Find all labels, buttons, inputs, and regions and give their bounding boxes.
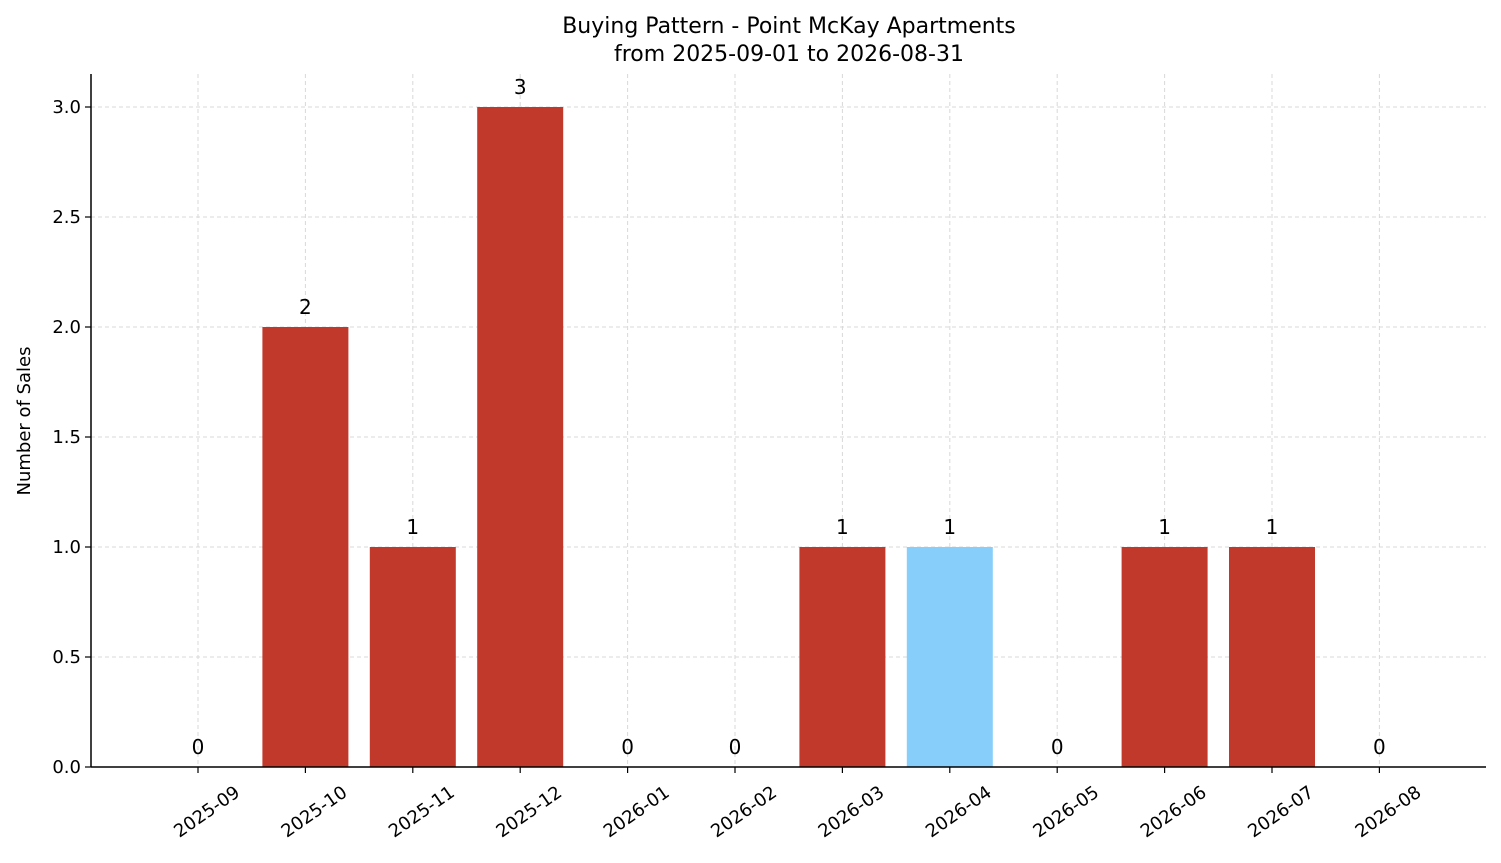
y-tick-label: 1.0 [52,537,81,558]
bar-value-label: 0 [1373,735,1386,759]
x-tick-label: 2026-08 [1352,782,1426,842]
bar-value-label: 1 [1266,515,1279,539]
bar-value-label: 1 [943,515,956,539]
bar-value-label: 2 [299,295,312,319]
bars [262,107,1315,767]
x-tick-label: 2025-12 [492,782,566,842]
x-tick-label: 2026-06 [1137,782,1211,842]
bar-2026-04 [906,547,993,767]
bar-2026-06 [1121,547,1208,767]
y-tick-label: 2.0 [52,317,81,338]
x-tick-label: 2026-01 [600,782,674,842]
y-axis: 0.0 0.5 1.0 1.5 2.0 2.5 3.0 [52,97,91,778]
x-axis: 2025-09 2025-10 2025-11 2025-12 2026-01 2026-… [170,767,1425,842]
bar-value-label: 1 [406,515,419,539]
y-tick-label: 3.0 [52,97,81,118]
bar-value-label: 0 [1051,735,1064,759]
bar-2025-11 [369,547,456,767]
chart-title: Buying Pattern - Point McKay Apartments [562,14,1016,39]
bar-2026-07 [1229,547,1315,767]
x-tick-label: 2025-09 [170,782,244,842]
bar-value-label: 1 [836,515,849,539]
x-tick-label: 2026-04 [922,782,996,842]
bar-value-labels: 0 2 1 3 0 0 1 1 0 1 1 0 [192,75,1386,759]
bar-value-label: 1 [1158,515,1171,539]
x-tick-label: 2026-03 [815,782,889,842]
y-axis-label: Number of Sales [14,346,35,495]
bar-2025-12 [477,107,564,767]
y-tick-label: 0.5 [52,647,81,668]
bar-value-label: 3 [514,75,527,99]
x-tick-label: 2026-07 [1244,782,1318,842]
y-tick-label: 1.5 [52,427,81,448]
chart-subtitle: from 2025-09-01 to 2026-08-31 [614,42,964,67]
bar-value-label: 0 [621,735,634,759]
y-tick-label: 2.5 [52,207,81,228]
x-tick-label: 2026-05 [1029,782,1103,842]
x-tick-label: 2025-10 [278,782,352,842]
x-tick-label: 2026-02 [707,782,781,842]
y-tick-label: 0.0 [52,757,81,778]
bar-2025-10 [262,327,349,767]
bar-value-label: 0 [729,735,742,759]
bar-value-label: 0 [192,735,205,759]
x-tick-label: 2025-11 [385,782,459,842]
bar-2026-03 [799,547,886,767]
